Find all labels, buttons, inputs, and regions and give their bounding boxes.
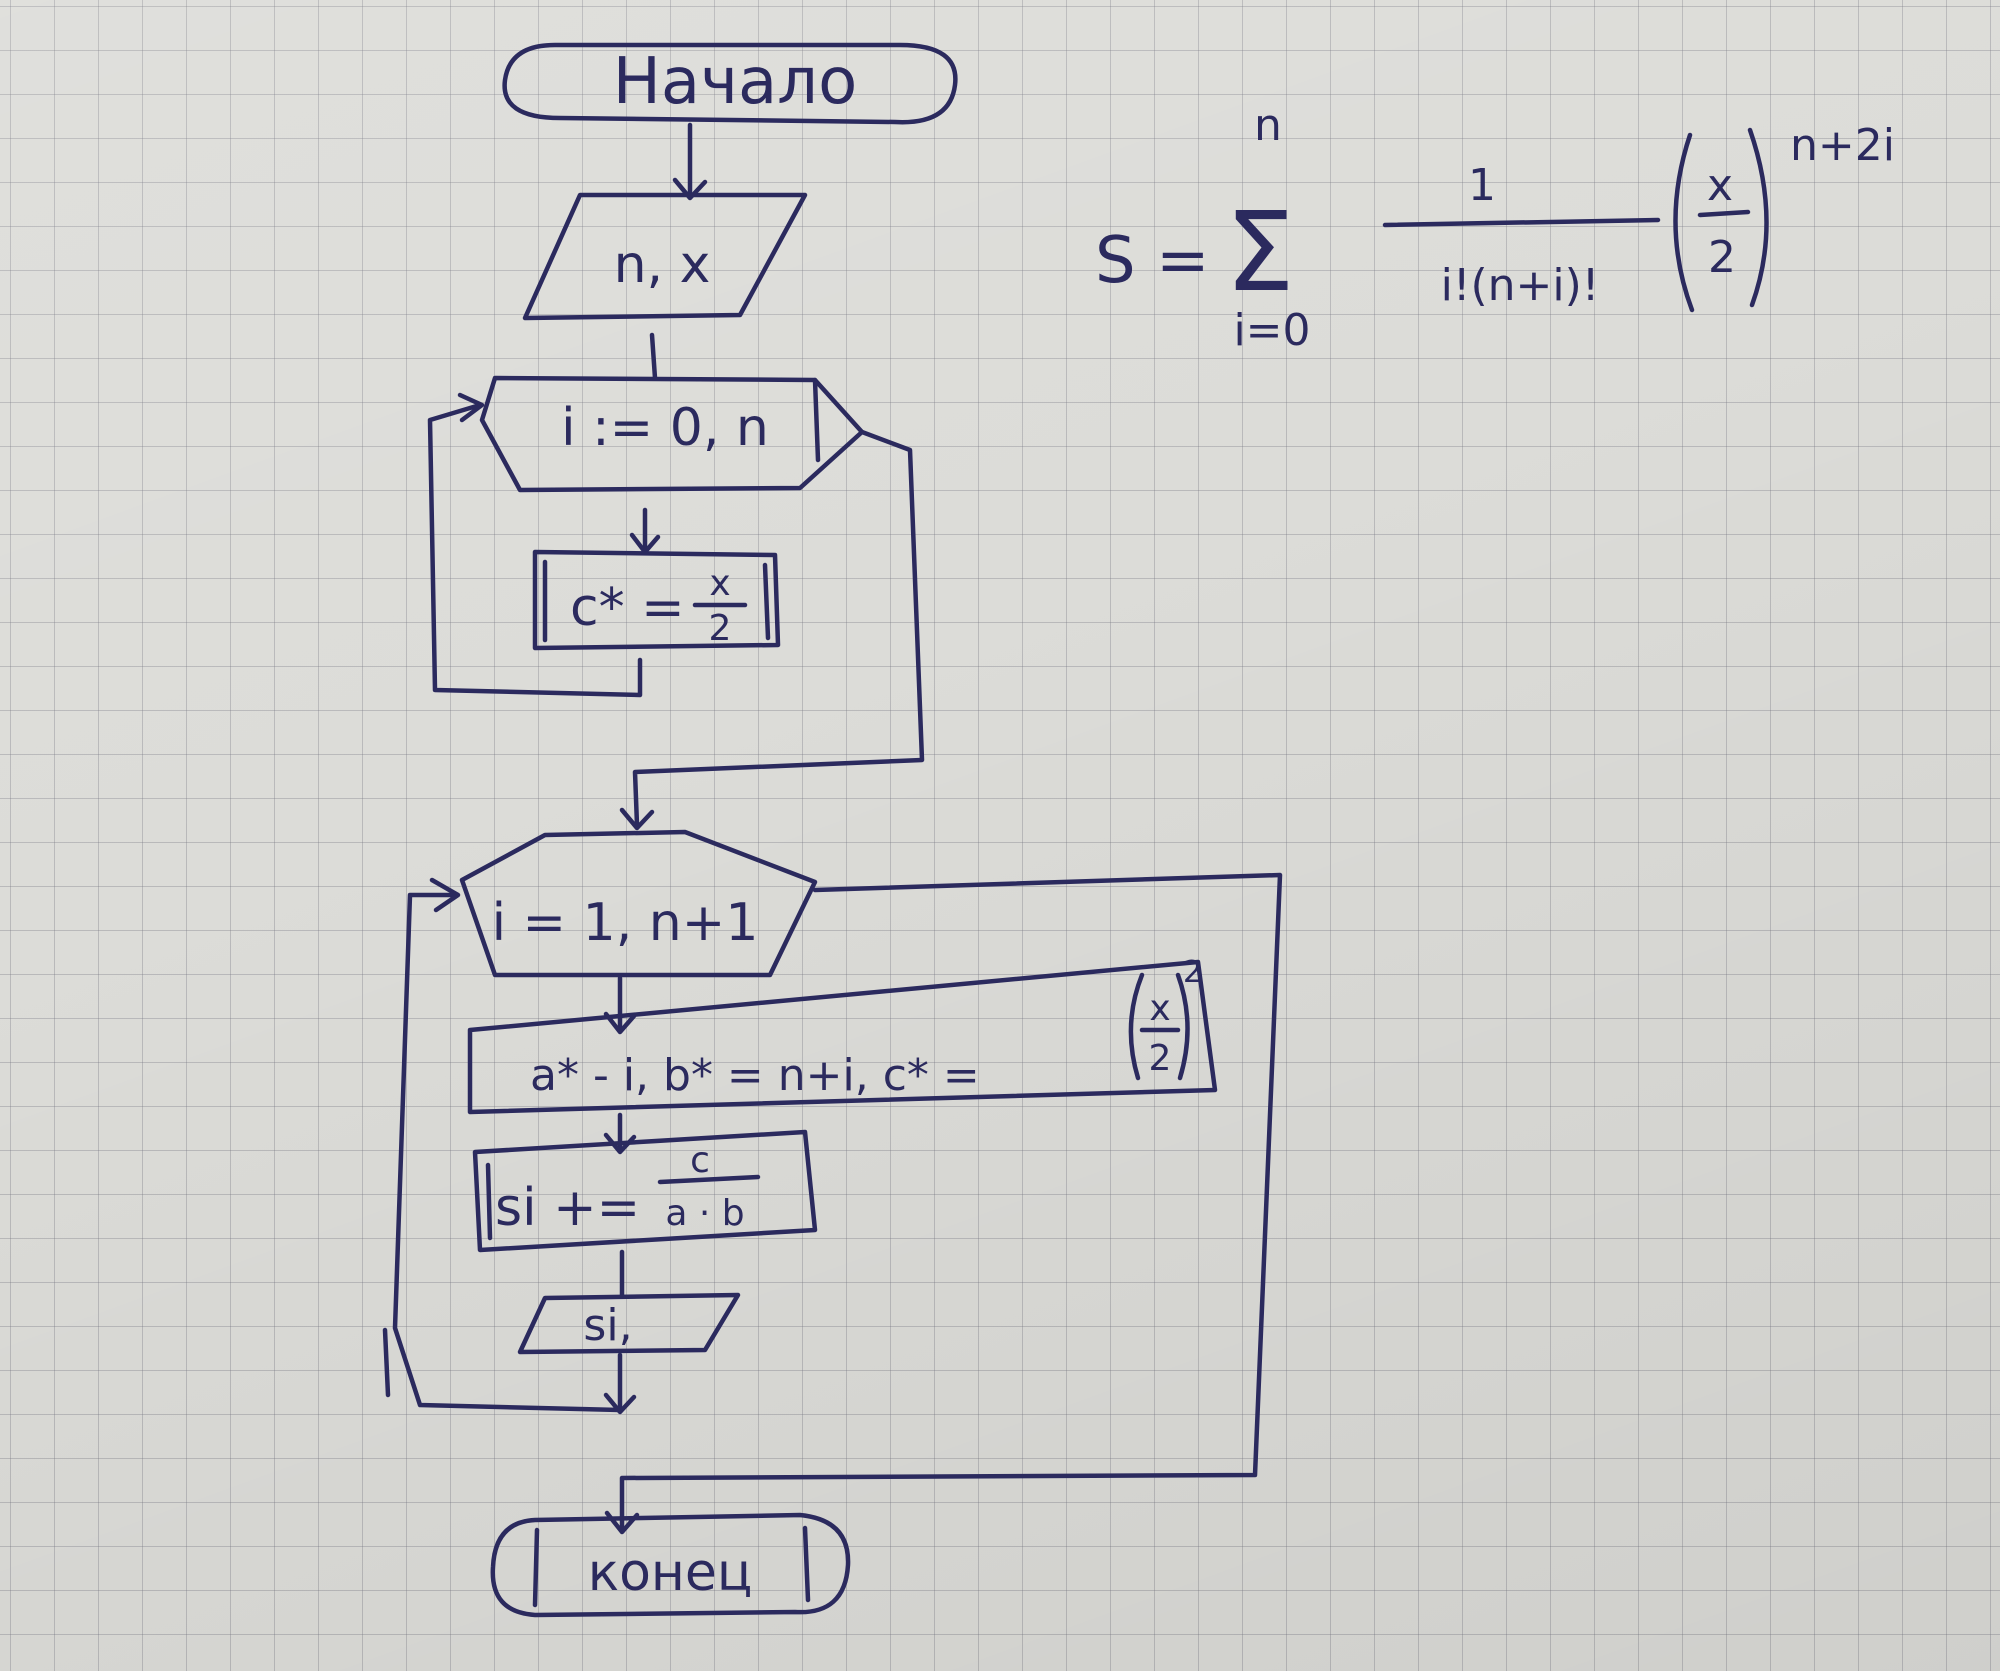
output-parallelogram: si, [517, 1292, 741, 1355]
assign2-box: a* - i, b* = n+i, c* = x 2 2 [467, 955, 1218, 1115]
arrowhead-icon [603, 1011, 637, 1035]
formula-denominator: i!(n+i)! [1441, 260, 1600, 311]
sum-lower-limit: i=0 [1233, 305, 1310, 356]
start-label: Начало [613, 45, 857, 119]
arrowhead-icon [619, 807, 655, 831]
input-parallelogram: n, x [522, 192, 808, 321]
loop1-exit-line [632, 429, 925, 828]
arrowhead-icon [672, 177, 708, 201]
loop1-hexagon: i := 0, n [479, 375, 865, 493]
accum-lhs: si += [495, 1178, 640, 1238]
formula-numerator: 1 [1468, 160, 1496, 211]
arrow-input-loop1 [649, 332, 658, 381]
loop1-label: i := 0, n [561, 398, 769, 458]
sum-symbol: Σ [1225, 188, 1295, 316]
assign1-box: c* = x 2 [532, 549, 781, 651]
formula-lhs: S = [1095, 224, 1210, 298]
loop2-label: i = 1, n+1 [492, 893, 759, 953]
sum-upper-limit: n [1254, 100, 1282, 151]
input-label: n, x [614, 235, 711, 295]
summation-formula: S = Σ n i=0 1 i!(n+i)! x 2 n+2i [1095, 100, 1895, 356]
assign1-numerator: x [709, 563, 730, 604]
paren-numerator: x [1707, 160, 1733, 211]
loop2-hexagon: i = 1, n+1 [459, 829, 818, 978]
start-terminator: Начало [502, 42, 958, 125]
loop1-return-line [427, 402, 643, 698]
formula-exponent: n+2i [1790, 120, 1895, 171]
loop2-return-line [392, 892, 623, 1413]
assign2-numerator: x [1149, 988, 1170, 1029]
paren-denominator: 2 [1708, 232, 1736, 283]
arrowhead-icon [429, 877, 461, 913]
accum-denominator: a · b [665, 1193, 744, 1234]
end-label: конец [588, 1543, 753, 1603]
assign1-denominator: 2 [709, 608, 732, 649]
arrowhead-icon [457, 392, 485, 423]
assign2-power: 2 [1183, 955, 1202, 990]
loop2-exit-line [619, 872, 1283, 1533]
accum-box: si += c a · b [472, 1129, 818, 1253]
accum-numerator: c [690, 1140, 710, 1181]
arrowhead-icon [603, 1392, 637, 1415]
assign2-text: a* - i, b* = n+i, c* = [530, 1050, 980, 1101]
output-label: si, [583, 1300, 632, 1351]
assign1-lhs: c* = [570, 578, 685, 638]
end-terminator: конец [490, 1512, 851, 1618]
assign2-denominator: 2 [1149, 1038, 1172, 1079]
